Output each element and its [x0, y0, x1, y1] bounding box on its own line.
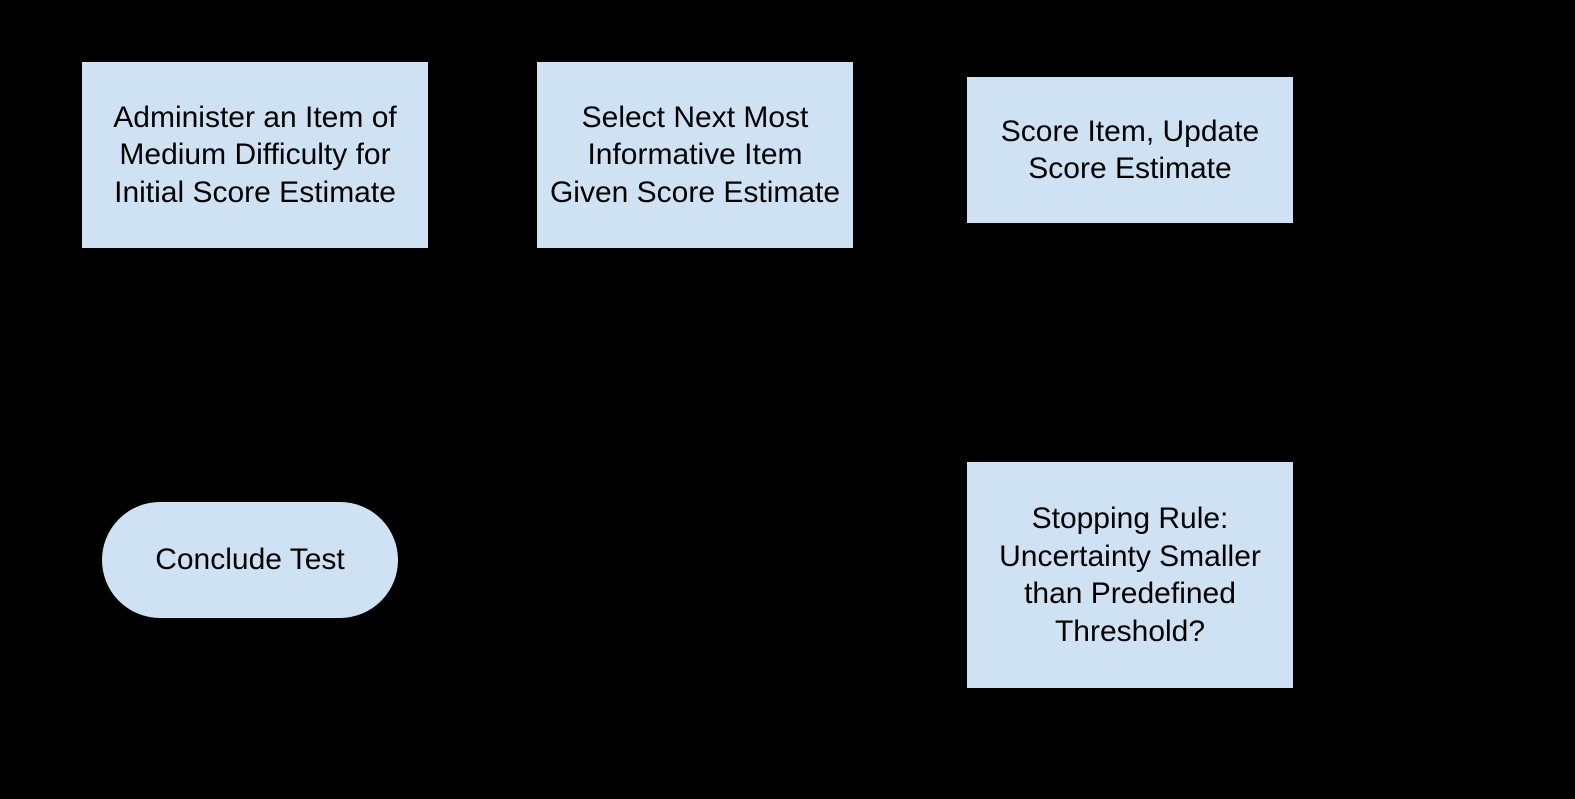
node-select-next-item: Select Next Most Informative Item Given …	[535, 60, 855, 250]
node-label: Stopping Rule: Uncertainty Smaller than …	[979, 500, 1281, 650]
node-conclude-test: Conclude Test	[100, 500, 400, 620]
node-stopping-rule: Stopping Rule: Uncertainty Smaller than …	[965, 460, 1295, 690]
node-score-update: Score Item, Update Score Estimate	[965, 75, 1295, 225]
edge-label-yes: Yes	[650, 525, 696, 557]
node-label: Administer an Item of Medium Difficulty …	[94, 99, 416, 212]
flowchart-canvas: Administer an Item of Medium Difficulty …	[0, 0, 1575, 799]
node-label: Select Next Most Informative Item Given …	[549, 99, 841, 212]
node-label: Score Item, Update Score Estimate	[979, 113, 1281, 188]
edge-label-no: No	[830, 635, 866, 667]
edge-e5	[700, 250, 965, 620]
node-administer-item: Administer an Item of Medium Difficulty …	[80, 60, 430, 250]
node-label: Conclude Test	[155, 541, 345, 579]
